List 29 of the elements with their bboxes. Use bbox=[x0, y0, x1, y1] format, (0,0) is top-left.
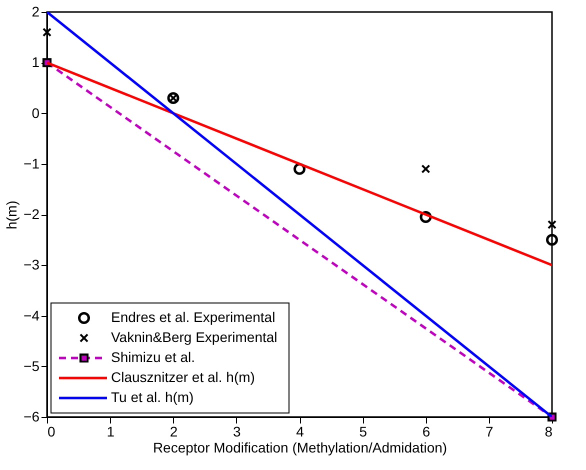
y-tick-label: −6 bbox=[24, 408, 40, 424]
y-tick-label: 1 bbox=[32, 54, 40, 70]
x-tick-label: 8 bbox=[544, 424, 553, 440]
point bbox=[421, 164, 430, 174]
x-tick-label: 5 bbox=[359, 424, 368, 440]
y-axis-title: h(m) bbox=[4, 200, 20, 230]
x-tick-label: 1 bbox=[106, 424, 115, 440]
point bbox=[546, 234, 558, 246]
y-tick-label: −1 bbox=[24, 155, 40, 172]
point bbox=[42, 28, 52, 37]
legend-label: Vaknin&Berg Experimental bbox=[111, 329, 278, 345]
y-tick-label: 2 bbox=[32, 4, 40, 20]
x-tick-label: 6 bbox=[422, 424, 430, 440]
legend-label: Endres et al. Experimental bbox=[111, 309, 276, 325]
x-tick-label: 4 bbox=[296, 424, 304, 440]
x-tick-label: 3 bbox=[232, 424, 241, 440]
legend-label: Tu et al. h(m) bbox=[111, 389, 194, 405]
legend-label: Shimizu et al. bbox=[111, 349, 196, 365]
x-axis-title: Receptor Modification (Methylation/Admidation) bbox=[152, 440, 448, 456]
y-tick-label: −5 bbox=[24, 358, 40, 374]
point bbox=[547, 220, 557, 230]
y-tick-label: −4 bbox=[24, 307, 40, 324]
x-tick-label: 0 bbox=[48, 424, 56, 440]
x-tick-label: 7 bbox=[485, 424, 494, 440]
y-tick-label: 0 bbox=[32, 104, 40, 121]
y-tick-label: −3 bbox=[24, 256, 40, 273]
x-tick-label: 2 bbox=[170, 424, 178, 440]
y-tick-label: −2 bbox=[24, 206, 40, 222]
legend-label: Clausznitzer et al. h(m) bbox=[111, 369, 255, 385]
